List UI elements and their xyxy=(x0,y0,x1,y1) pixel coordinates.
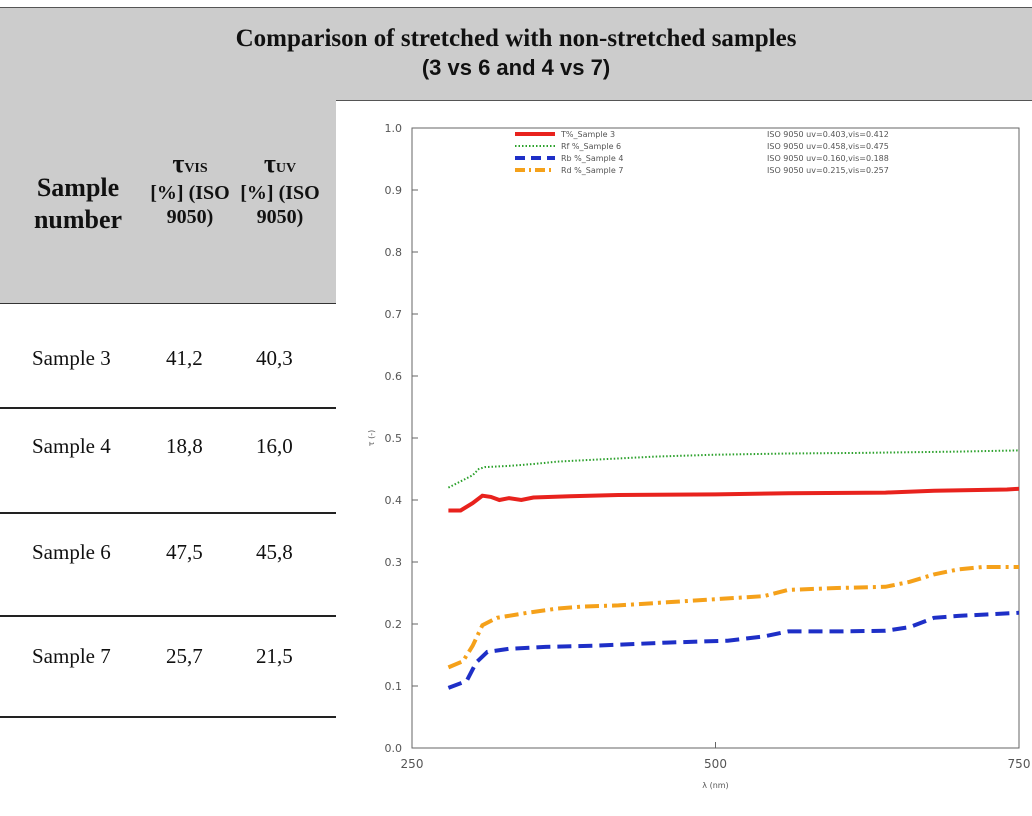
table-row: Sample 4 18,8 16,0 xyxy=(0,420,336,480)
y-tick-label: 0.2 xyxy=(385,618,403,631)
tau-uv-subscript: UV xyxy=(275,161,297,176)
row-divider xyxy=(0,716,336,718)
cell-tau-uv: 16,0 xyxy=(256,434,293,458)
series-line xyxy=(447,610,1020,690)
legend-label: Rd %_Sample 7 xyxy=(561,166,623,175)
chart-svg: 0.0 0.1 0.2 0.3 0.4 0.5 0.6 0.7 0.8 0.9 1.0 250 500 7… xyxy=(367,122,1031,790)
col-header-tau-vis: τVIS [%] (ISO 9050) xyxy=(150,149,230,229)
y-tick-label: 0.5 xyxy=(385,432,403,445)
cell-sample: Sample 4 xyxy=(32,434,111,458)
row-divider xyxy=(0,615,336,617)
table-header: Sample number τVIS [%] (ISO 9050) τUV [%… xyxy=(0,100,336,304)
title-banner: Comparison of stretched with non-stretch… xyxy=(0,7,1032,101)
x-tick-label: 750 xyxy=(1008,757,1031,771)
legend-iso-note: ISO 9050 uv=0.403,vis=0.412 xyxy=(767,130,889,139)
cell-tau-uv: 45,8 xyxy=(256,540,293,564)
cell-tau-vis: 41,2 xyxy=(166,346,203,370)
table-row: Sample 3 41,2 40,3 xyxy=(0,332,336,392)
row-divider xyxy=(0,512,336,514)
legend-label: T%_Sample 3 xyxy=(560,130,615,139)
y-tick-label: 0.3 xyxy=(385,556,403,569)
y-tick-label: 0.1 xyxy=(385,680,403,693)
y-tick-label: 0.4 xyxy=(385,494,403,507)
x-tick-label: 500 xyxy=(704,757,727,771)
y-tick-label: 1.0 xyxy=(385,122,403,135)
cell-tau-vis: 47,5 xyxy=(166,540,203,564)
col-header-sample: Sample number xyxy=(33,173,123,234)
y-tick-label: 0.8 xyxy=(385,246,403,259)
y-tick-label: 0.7 xyxy=(385,308,403,321)
cell-tau-vis: 18,8 xyxy=(166,434,203,458)
series-line xyxy=(447,565,1019,670)
cell-sample: Sample 6 xyxy=(32,540,111,564)
y-tick-label: 0.0 xyxy=(385,742,403,755)
series-line xyxy=(448,486,1020,513)
y-tick-label: 0.6 xyxy=(385,370,403,383)
col-header-tau-uv: τUV [%] (ISO 9050) xyxy=(240,149,320,229)
transmittance-chart: 0.0 0.1 0.2 0.3 0.4 0.5 0.6 0.7 0.8 0.9 1.0 250 500 7… xyxy=(355,110,1032,810)
legend-iso-note: ISO 9050 uv=0.215,vis=0.257 xyxy=(767,166,889,175)
cell-tau-vis: 25,7 xyxy=(166,644,203,668)
table-row: Sample 7 25,7 21,5 xyxy=(0,630,336,690)
legend-label: Rf %_Sample 6 xyxy=(561,142,621,151)
plot-frame xyxy=(411,127,1020,749)
y-tick-label: 0.9 xyxy=(385,184,403,197)
legend-iso-note: ISO 9050 uv=0.458,vis=0.475 xyxy=(767,142,889,151)
row-divider xyxy=(0,407,336,409)
x-axis-label: λ (nm) xyxy=(702,781,728,790)
tau-vis-units: [%] (ISO 9050) xyxy=(150,182,230,228)
table-row: Sample 6 47,5 45,8 xyxy=(0,526,336,586)
tau-uv-units: [%] (ISO 9050) xyxy=(240,182,320,228)
y-axis-label: τ (-) xyxy=(367,430,376,447)
tau-symbol-uv: τ xyxy=(263,149,276,178)
legend-label: Rb %_Sample 4 xyxy=(561,154,623,163)
x-tick-label: 250 xyxy=(401,757,424,771)
legend-iso-note: ISO 9050 uv=0.160,vis=0.188 xyxy=(767,154,889,163)
cell-tau-uv: 21,5 xyxy=(256,644,293,668)
cell-sample: Sample 3 xyxy=(32,346,111,370)
cell-tau-uv: 40,3 xyxy=(256,346,293,370)
series-line xyxy=(447,449,1020,489)
chart-subtitle: (3 vs 6 and 4 vs 7) xyxy=(421,55,611,80)
tau-vis-subscript: VIS xyxy=(184,161,208,176)
chart-title: Comparison of stretched with non-stretch… xyxy=(235,25,797,52)
cell-sample: Sample 7 xyxy=(32,644,111,668)
tau-symbol-vis: τ xyxy=(172,149,185,178)
